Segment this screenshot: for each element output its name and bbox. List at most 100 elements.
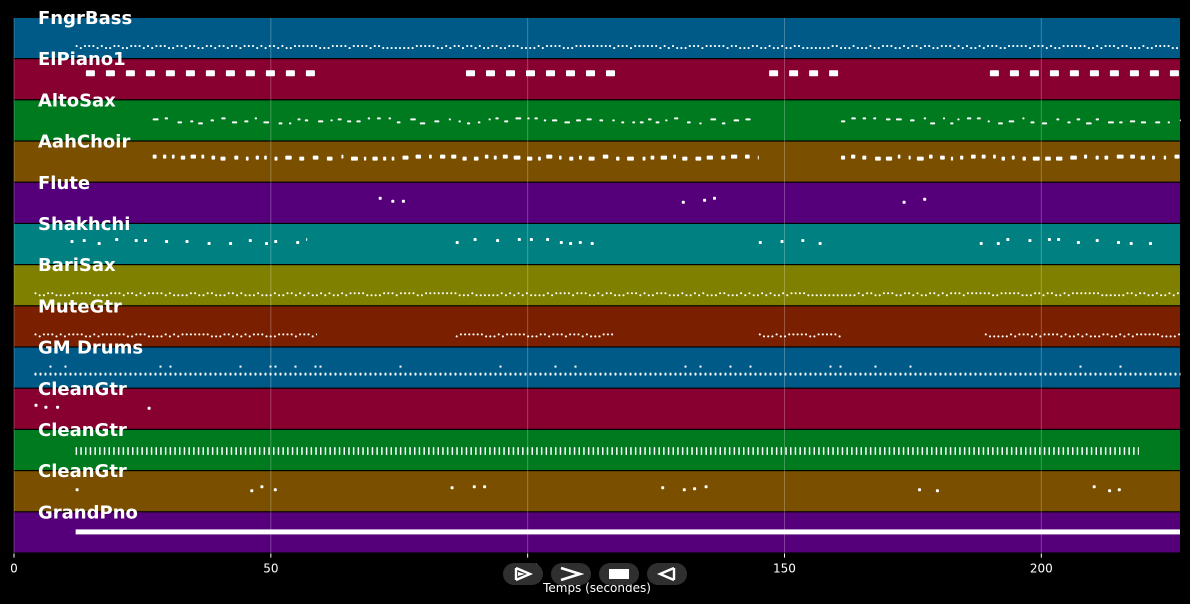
note bbox=[351, 156, 358, 161]
note bbox=[76, 333, 79, 336]
note bbox=[819, 294, 822, 297]
note bbox=[1050, 45, 1052, 47]
play-button[interactable] bbox=[503, 563, 543, 585]
note bbox=[700, 447, 703, 455]
note bbox=[855, 447, 858, 455]
note bbox=[139, 333, 142, 336]
note bbox=[550, 447, 552, 455]
note bbox=[471, 292, 474, 295]
note bbox=[118, 333, 121, 336]
note bbox=[970, 47, 973, 49]
note bbox=[958, 292, 961, 295]
note bbox=[828, 294, 831, 297]
note bbox=[909, 365, 912, 368]
note bbox=[207, 447, 209, 455]
note bbox=[303, 333, 306, 336]
note bbox=[372, 156, 378, 161]
note bbox=[240, 447, 242, 455]
note bbox=[1137, 447, 1139, 455]
note bbox=[672, 294, 675, 297]
note bbox=[289, 372, 292, 376]
note bbox=[373, 45, 376, 47]
note bbox=[1019, 372, 1022, 376]
note bbox=[1086, 122, 1092, 125]
note bbox=[567, 47, 569, 49]
stop-button[interactable] bbox=[599, 563, 639, 585]
note bbox=[458, 120, 461, 123]
note bbox=[1020, 447, 1022, 455]
note bbox=[689, 294, 692, 297]
note bbox=[945, 45, 947, 47]
note bbox=[653, 447, 656, 455]
note bbox=[244, 294, 247, 297]
note bbox=[437, 292, 440, 295]
note bbox=[575, 45, 578, 47]
note bbox=[1098, 335, 1101, 338]
note bbox=[194, 333, 197, 336]
note bbox=[940, 45, 943, 47]
note bbox=[156, 292, 159, 295]
note bbox=[485, 335, 488, 338]
note bbox=[489, 372, 492, 376]
note bbox=[1173, 335, 1176, 338]
note bbox=[444, 372, 447, 376]
note bbox=[500, 292, 503, 295]
note bbox=[1094, 372, 1097, 376]
note bbox=[89, 372, 92, 376]
rewind-button[interactable] bbox=[647, 563, 687, 585]
note bbox=[899, 294, 902, 297]
note bbox=[464, 372, 467, 376]
note bbox=[504, 47, 506, 49]
note bbox=[1018, 333, 1021, 336]
note bbox=[334, 447, 336, 455]
note bbox=[495, 117, 499, 120]
track-label: ElPiano1 bbox=[38, 49, 126, 70]
note bbox=[992, 294, 995, 297]
note bbox=[337, 118, 342, 121]
note bbox=[1005, 335, 1008, 338]
note bbox=[82, 239, 86, 242]
note bbox=[581, 335, 584, 338]
note bbox=[705, 45, 708, 47]
note bbox=[681, 292, 684, 295]
note bbox=[315, 447, 317, 455]
note bbox=[701, 47, 704, 49]
note bbox=[383, 156, 387, 161]
note bbox=[1139, 292, 1142, 295]
note bbox=[1169, 70, 1179, 77]
note bbox=[703, 198, 707, 202]
track-notes bbox=[75, 447, 1139, 455]
note bbox=[794, 372, 797, 376]
note bbox=[1039, 372, 1042, 376]
note bbox=[248, 294, 251, 297]
note bbox=[440, 154, 446, 159]
note bbox=[1024, 372, 1027, 376]
note bbox=[480, 333, 483, 336]
note bbox=[1095, 155, 1099, 160]
note bbox=[1076, 447, 1079, 455]
note bbox=[592, 447, 595, 455]
note bbox=[340, 45, 343, 47]
note bbox=[1000, 292, 1003, 295]
note bbox=[1057, 238, 1061, 241]
note bbox=[857, 292, 860, 295]
note bbox=[99, 447, 101, 455]
note bbox=[841, 120, 846, 123]
note bbox=[663, 447, 665, 455]
note bbox=[374, 294, 377, 297]
note bbox=[1059, 294, 1062, 297]
note bbox=[1134, 294, 1137, 297]
note bbox=[761, 447, 764, 455]
note bbox=[473, 238, 477, 241]
note bbox=[229, 372, 232, 376]
note bbox=[126, 335, 129, 338]
note bbox=[555, 292, 558, 295]
note bbox=[660, 292, 663, 295]
note bbox=[152, 292, 155, 295]
fast-forward-button[interactable] bbox=[551, 563, 591, 585]
note bbox=[974, 47, 977, 49]
note bbox=[1077, 333, 1080, 336]
note bbox=[996, 447, 999, 455]
note bbox=[758, 333, 761, 336]
note bbox=[695, 156, 702, 161]
